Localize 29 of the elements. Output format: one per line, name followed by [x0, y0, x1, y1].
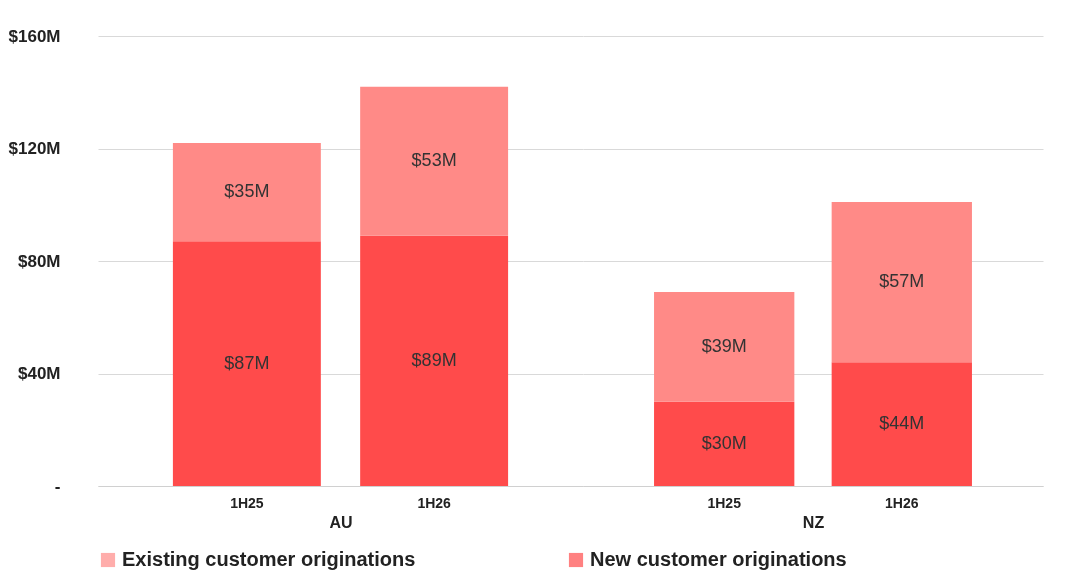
- bar: [360, 235, 509, 486]
- data-label: $39M: [701, 335, 747, 356]
- data-label: $53M: [411, 150, 457, 171]
- data-label: $44M: [879, 413, 925, 434]
- legend-label: Existing customer originations: [122, 548, 416, 570]
- data-label: $87M: [224, 352, 270, 373]
- data-label: $89M: [411, 349, 457, 370]
- bar: [654, 401, 795, 486]
- y-tick-label: $80M: [17, 251, 61, 271]
- bar: [360, 86, 509, 236]
- x-tick-label: 1H26: [885, 494, 919, 511]
- data-label: $30M: [701, 432, 747, 453]
- bar: [831, 201, 972, 363]
- x-tick-label: 1H26: [417, 494, 452, 511]
- y-tick-label: $120M: [8, 139, 61, 158]
- bar: [654, 291, 795, 402]
- x-tick-label: 1H25: [230, 494, 264, 511]
- y-tick-label: $40M: [17, 364, 61, 383]
- legend-label: New customer originations: [590, 548, 847, 570]
- data-label: $57M: [879, 271, 925, 292]
- bar: [172, 241, 321, 486]
- y-tick-label: $160M: [8, 26, 61, 46]
- x-axis-title: AU: [329, 513, 353, 531]
- x-tick-label: 1H25: [707, 494, 742, 511]
- x-axis-title: NZ: [802, 513, 825, 531]
- data-label: $35M: [224, 181, 270, 202]
- bar: [831, 362, 972, 486]
- bar: [172, 142, 321, 242]
- y-tick-label: -: [54, 476, 61, 496]
